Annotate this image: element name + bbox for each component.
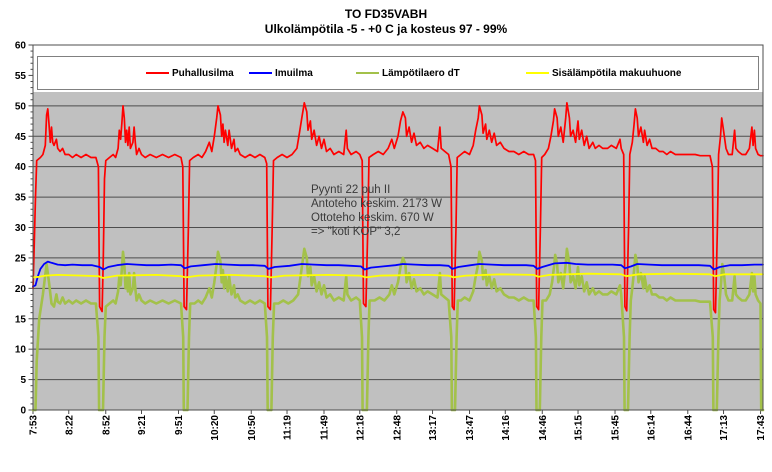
- chart-title: TO FD35VABH: [344, 7, 428, 21]
- legend-item-sis-l-mp-tila-makuuhuone: Sisälämpötila makuuhuone: [526, 57, 681, 89]
- series-line-sis-l-mp-tila-makuuhuone: [32, 272, 764, 279]
- y-tick-label: 60: [15, 41, 27, 52]
- y-tick-label: 55: [15, 71, 27, 82]
- x-tick-label: 7:53: [29, 415, 40, 435]
- x-tick-label: 13:17: [428, 415, 439, 441]
- y-tick-label: 0: [20, 406, 26, 417]
- y-tick-label: 15: [15, 314, 27, 325]
- legend-label-puhallusilma: Puhallusilma: [172, 67, 234, 79]
- x-tick-label: 13:47: [465, 415, 476, 441]
- x-tick-label: 9:51: [174, 415, 185, 435]
- chart-annotation: Pyynti 22 puh II Antoteho keskim. 2173 W…: [311, 183, 442, 239]
- x-tick-label: 16:44: [683, 415, 694, 441]
- y-tick-label: 20: [15, 284, 27, 295]
- y-tick-label: 5: [20, 375, 26, 386]
- chart-border: [32, 44, 764, 411]
- x-tick-label: 8:52: [101, 415, 112, 435]
- chart-legend: Puhallusilma Imuilma Lämpötilaero dT Sisälä…: [37, 56, 759, 90]
- annotation-line-3: Ottoteho keskim. 670 W: [311, 212, 434, 224]
- x-tick-label: 14:46: [538, 415, 549, 441]
- x-tick-label: 14:16: [501, 415, 512, 441]
- x-tick-label: 15:45: [611, 415, 622, 441]
- chart-subtitle: Ulkolämpötila -5 - +0 C ja kosteus 97 - …: [264, 22, 508, 36]
- y-tick-label: 45: [15, 132, 27, 143]
- x-tick-label: 11:19: [283, 415, 294, 440]
- x-tick-label: 16:14: [646, 415, 657, 441]
- legend-line-sample-imuilma: [249, 72, 272, 74]
- legend-item-l-mp-tilaero-dt: Lämpötilaero dT: [356, 57, 460, 89]
- y-tick-label: 30: [15, 223, 27, 234]
- x-tick-label: 15:15: [574, 415, 585, 441]
- legend-line-sample-sis-l-mp-tila-makuuhuone: [526, 72, 549, 74]
- y-tick-label: 35: [15, 193, 27, 204]
- x-tick-label: 17:13: [719, 415, 730, 441]
- plot-area: [33, 92, 763, 410]
- x-tick-label: 10:50: [247, 415, 258, 441]
- annotation-line-1: Pyynti 22 puh II: [311, 184, 391, 196]
- legend-label-sis-l-mp-tila-makuuhuone: Sisälämpötila makuuhuone: [552, 67, 682, 79]
- x-tick-label: 11:49: [320, 415, 331, 440]
- legend-item-imuilma: Imuilma: [249, 57, 313, 89]
- legend-label-l-mp-tilaero-dt: Lämpötilaero dT: [382, 67, 460, 79]
- series-line-imuilma: [32, 260, 764, 288]
- x-tick-label: 8:22: [64, 415, 75, 435]
- series-line-l-mp-tilaero-dt: [31, 247, 765, 412]
- legend-line-sample-puhallusilma: [146, 72, 169, 74]
- legend-line-sample-l-mp-tilaero-dt: [356, 72, 379, 74]
- annotation-line-4: => "koti KOP" 3,2: [311, 226, 401, 238]
- x-tick-label: 17:43: [756, 415, 767, 441]
- x-tick-label: 10:20: [210, 415, 221, 441]
- y-tick-label: 50: [15, 101, 27, 112]
- annotation-line-2: Antoteho keskim. 2173 W: [311, 198, 443, 210]
- y-tick-label: 10: [15, 345, 27, 356]
- series-line-puhallusilma: [32, 101, 764, 314]
- y-tick-label: 25: [15, 253, 27, 264]
- legend-label-imuilma: Imuilma: [275, 67, 313, 79]
- x-tick-label: 9:21: [137, 415, 148, 435]
- y-tick-label: 40: [15, 162, 27, 173]
- legend-item-puhallusilma: Puhallusilma: [146, 57, 234, 89]
- x-tick-label: 12:48: [392, 415, 403, 441]
- x-tick-label: 12:18: [355, 415, 366, 441]
